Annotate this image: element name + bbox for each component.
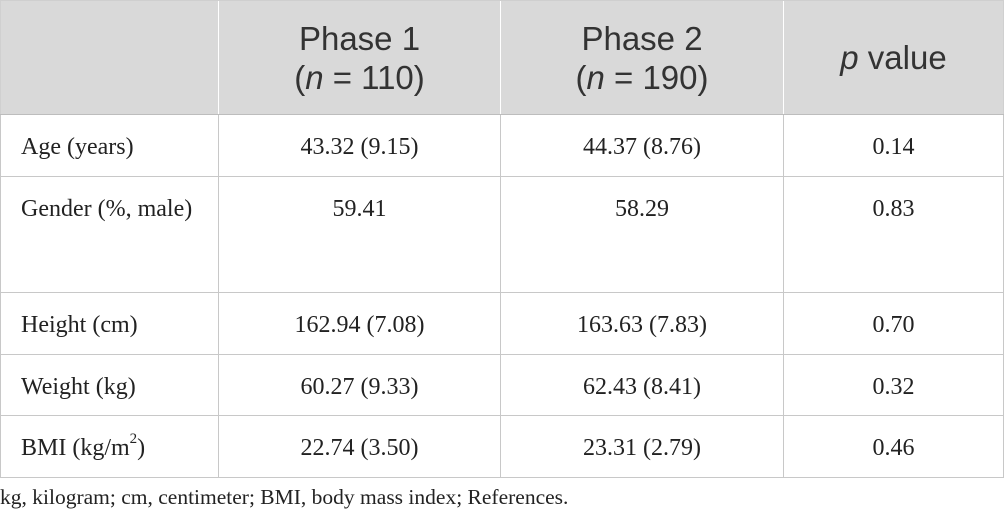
table-row: BMI (kg/m2) 22.74 (3.50) 23.31 (2.79) 0.… (0, 415, 1004, 478)
table-row: Age (years) 43.32 (9.15) 44.37 (8.76) 0.… (0, 114, 1004, 177)
p-value: 0.83 (783, 176, 1004, 293)
row-label: Age (years) (0, 114, 219, 177)
header-phase-1-title: Phase 1 (298, 19, 421, 57)
p-value: 0.46 (783, 415, 1004, 478)
phase-1-value: 162.94 (7.08) (218, 292, 501, 355)
demographics-table: Phase 1 (n = 110) Phase 2 (n = 190) p va… (0, 0, 1004, 478)
row-label: BMI (kg/m2) (0, 415, 219, 478)
table-body: Age (years) 43.32 (9.15) 44.37 (8.76) 0.… (0, 114, 1004, 478)
p-value: 0.14 (783, 114, 1004, 177)
table-row: Height (cm) 162.94 (7.08) 163.63 (7.83) … (0, 292, 1004, 355)
header-p-value: p value (783, 0, 1004, 115)
header-phase-2-title: Phase 2 (581, 19, 703, 57)
row-label: Gender (%, male) (0, 176, 219, 293)
header-phase-2-n: (n = 190) (575, 58, 709, 96)
phase-1-value: 22.74 (3.50) (218, 415, 501, 478)
phase-2-value: 163.63 (7.83) (500, 292, 784, 355)
phase-2-value: 62.43 (8.41) (500, 354, 784, 416)
phase-2-value: 44.37 (8.76) (500, 114, 784, 177)
header-phase-2: Phase 2 (n = 190) (500, 0, 784, 115)
row-label: Weight (kg) (0, 354, 219, 416)
demographics-table-container: Phase 1 (n = 110) Phase 2 (n = 190) p va… (0, 0, 1004, 478)
table-header: Phase 1 (n = 110) Phase 2 (n = 190) p va… (0, 0, 1004, 115)
p-value: 0.70 (783, 292, 1004, 355)
phase-1-value: 59.41 (218, 176, 501, 293)
phase-1-value: 43.32 (9.15) (218, 114, 501, 177)
header-phase-1-n: (n = 110) (294, 58, 425, 96)
header-empty-cell (0, 0, 219, 115)
table-footnote: kg, kilogram; cm, centimeter; BMI, body … (0, 485, 569, 509)
phase-2-value: 58.29 (500, 176, 784, 293)
table-row: Gender (%, male) 59.41 58.29 0.83 (0, 176, 1004, 293)
phase-2-value: 23.31 (2.79) (500, 415, 784, 478)
header-phase-1: Phase 1 (n = 110) (218, 0, 501, 115)
phase-1-value: 60.27 (9.33) (218, 354, 501, 416)
p-value: 0.32 (783, 354, 1004, 416)
row-label: Height (cm) (0, 292, 219, 355)
table-row: Weight (kg) 60.27 (9.33) 62.43 (8.41) 0.… (0, 354, 1004, 416)
header-row: Phase 1 (n = 110) Phase 2 (n = 190) p va… (0, 0, 1004, 115)
